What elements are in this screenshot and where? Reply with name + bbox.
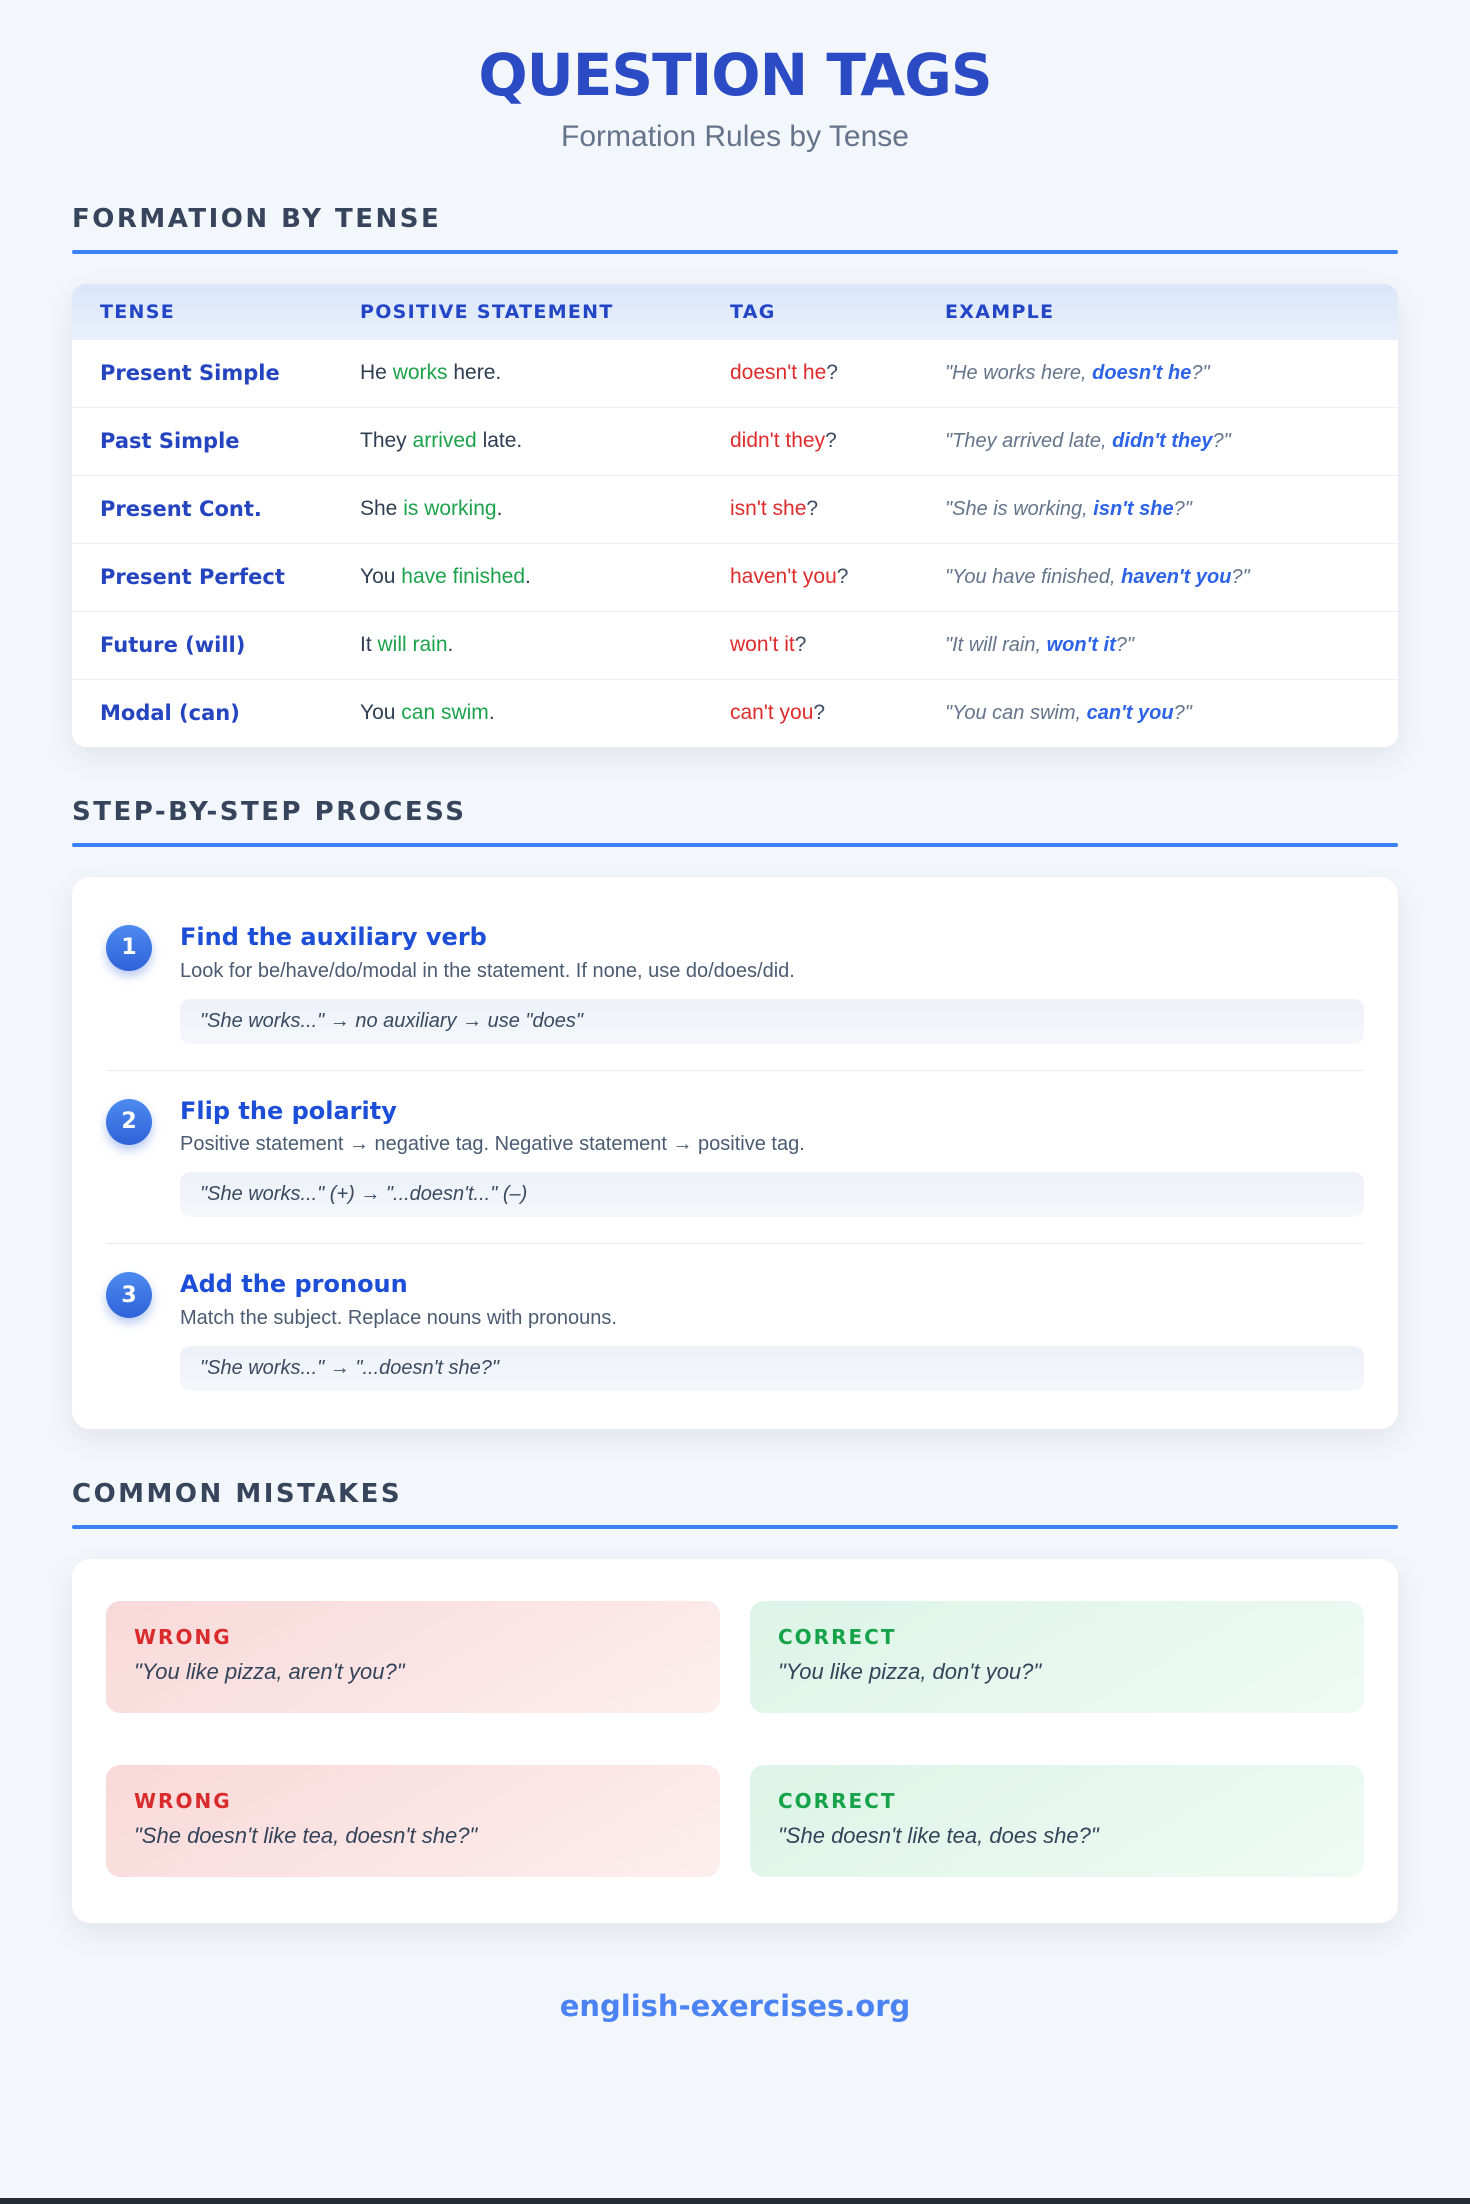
formation-heading: FORMATION BY TENSE <box>72 203 442 234</box>
tense-cell: Present Perfect <box>72 542 360 612</box>
statement-cell: You have finished. <box>360 542 730 612</box>
tag-cell: doesn't he? <box>730 361 838 385</box>
column-header-tag: TAG <box>730 283 945 340</box>
step-item-2: 2 Flip the polarity Positive statement →… <box>106 1097 1364 1218</box>
accent-bar <box>72 842 1398 847</box>
tense-cell: Past Simple <box>72 406 360 476</box>
formation-table-card: TENSE POSITIVE STATEMENT TAG EXAMPLE Pre… <box>72 283 1398 747</box>
divider <box>106 1243 1364 1245</box>
step-example-box: "She works..." → "...doesn't she?" <box>180 1346 1364 1392</box>
correct-label: CORRECT <box>778 1789 897 1814</box>
tag-cell: haven't you? <box>730 542 945 612</box>
wrong-box: WRONG "You like pizza, aren't you?" <box>106 1601 720 1714</box>
screen-bottom-edge <box>0 2198 1470 2204</box>
tense-cell: Present Cont. <box>72 474 360 544</box>
accent-bar <box>72 249 1398 254</box>
step-3-number-badge: 3 <box>106 1272 152 1319</box>
correct-label: CORRECT <box>778 1625 897 1650</box>
tense-cell: Modal (can) <box>72 678 360 747</box>
divider <box>106 1069 1364 1071</box>
step-title: Flip the polarity <box>180 1096 397 1125</box>
step-description: Positive statement → negative tag. Negat… <box>180 1133 805 1156</box>
wrong-label: WRONG <box>134 1789 232 1814</box>
statement-cell: He works here. <box>360 361 502 385</box>
correct-box: CORRECT "She doesn't like tea, does she?… <box>750 1765 1364 1878</box>
tag-cell: won't it? <box>730 610 945 680</box>
mistakes-heading: COMMON MISTAKES <box>72 1479 403 1510</box>
page-title: QUESTION TAGS <box>478 41 992 109</box>
column-header-tense: TENSE <box>72 283 360 340</box>
section-mistakes: COMMON MISTAKES WRONG "You like pizza, a… <box>72 1479 1398 1924</box>
correct-quote: "She doesn't like tea, does she?" <box>778 1823 1099 1849</box>
verb-highlight: will rain <box>377 633 448 657</box>
table-row: Past Simple They arrived late. didn't th… <box>72 406 1398 476</box>
steps-card: 1 Find the auxiliary verb Look for be/ha… <box>72 876 1398 1430</box>
step-example-box: "She works..." (+) → "...doesn't..." (–) <box>180 1172 1364 1218</box>
formation-table: TENSE POSITIVE STATEMENT TAG EXAMPLE Pre… <box>72 283 1398 747</box>
example-cell: "You can swim, can't you?" <box>945 678 1398 747</box>
tag-cell: can't you? <box>730 678 945 747</box>
tense-cell: Present Simple <box>100 361 280 386</box>
step-title: Add the pronoun <box>180 1270 408 1299</box>
steps-heading: STEP-BY-STEP PROCESS <box>72 796 467 827</box>
example-cell: "You have finished, haven't you?" <box>945 542 1398 612</box>
verb-highlight: arrived <box>412 429 477 453</box>
table-row: Present Simple He works here. doesn't he… <box>72 340 1398 408</box>
column-header-statement: POSITIVE STATEMENT <box>360 283 730 340</box>
table-row: Modal (can) You can swim. can't you? "Yo… <box>72 678 1398 747</box>
table-row: Future (will) It will rain. won't it? "I… <box>72 610 1398 680</box>
statement-cell: It will rain. <box>360 610 730 680</box>
statement-cell: She is working. <box>360 474 730 544</box>
step-title: Find the auxiliary verb <box>180 922 487 951</box>
example-cell: "It will rain, won't it?" <box>945 610 1398 680</box>
statement-cell: You can swim. <box>360 678 730 747</box>
verb-highlight: have finished <box>401 565 526 589</box>
step-example-box: "She works..." → no auxiliary → use "doe… <box>180 998 1364 1044</box>
statement-cell: They arrived late. <box>360 406 730 476</box>
accent-bar <box>72 1525 1398 1530</box>
example-cell: "They arrived late, didn't they?" <box>945 406 1398 476</box>
tag-cell: didn't they? <box>730 406 945 476</box>
table-row: Present Perfect You have finished. haven… <box>72 542 1398 612</box>
table-row: Present Cont. She is working. isn't she?… <box>72 474 1398 544</box>
column-header-example: EXAMPLE <box>945 283 1398 340</box>
example-cell: "She is working, isn't she?" <box>945 474 1398 544</box>
tense-cell: Future (will) <box>72 610 360 680</box>
wrong-box: WRONG "She doesn't like tea, doesn't she… <box>106 1765 720 1878</box>
table-header-row: TENSE POSITIVE STATEMENT TAG EXAMPLE <box>72 283 1398 340</box>
verb-highlight: works <box>392 361 448 385</box>
verb-highlight: can swim <box>401 701 489 725</box>
step-2-number-badge: 2 <box>106 1098 152 1145</box>
section-formation: FORMATION BY TENSE TENSE POSITIVE STATEM… <box>72 204 1398 747</box>
step-item-1: 1 Find the auxiliary verb Look for be/ha… <box>106 923 1364 1044</box>
section-steps: STEP-BY-STEP PROCESS 1 Find the auxiliar… <box>72 796 1398 1430</box>
correct-box: CORRECT "You like pizza, don't you?" <box>750 1601 1364 1714</box>
wrong-quote: "She doesn't like tea, doesn't she?" <box>134 1823 478 1849</box>
step-description: Match the subject. Replace nouns with pr… <box>180 1307 617 1330</box>
example-cell: "He works here, doesn't he?" <box>945 361 1210 384</box>
step-item-3: 3 Add the pronoun Match the subject. Rep… <box>106 1270 1364 1392</box>
verb-highlight: is working <box>403 497 497 521</box>
wrong-label: WRONG <box>134 1625 232 1650</box>
step-1-number-badge: 1 <box>106 924 152 971</box>
step-description: Look for be/have/do/modal in the stateme… <box>180 959 795 982</box>
page-subtitle: Formation Rules by Tense <box>561 119 909 153</box>
wrong-quote: "You like pizza, aren't you?" <box>134 1659 405 1685</box>
infographic-page: QUESTION TAGS Formation Rules by Tense F… <box>72 0 1398 2023</box>
correct-quote: "You like pizza, don't you?" <box>778 1659 1042 1685</box>
website-link[interactable]: english-exercises.org <box>559 1989 911 2024</box>
tag-cell: isn't she? <box>730 474 945 544</box>
mistakes-card: WRONG "You like pizza, aren't you?" CORR… <box>72 1559 1398 1924</box>
